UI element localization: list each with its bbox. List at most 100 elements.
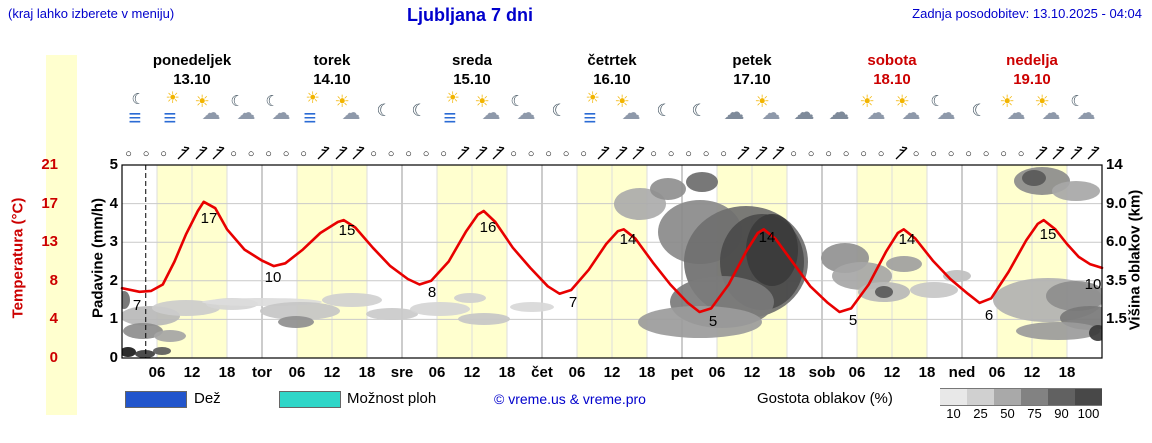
calm-wind-icon: ○: [370, 148, 377, 160]
day-date: 14.10: [313, 71, 351, 88]
wind-barb-icon: [1085, 145, 1102, 167]
weather-icon-sun-cloud: ☀ ☁: [613, 93, 647, 132]
cloud-icon: ☁: [1076, 103, 1096, 124]
moon-icon: ☾: [551, 101, 567, 120]
last-update: Zadnja posodobitev: 13.10.2025 - 04:04: [912, 6, 1142, 21]
calm-wind-icon: ○: [125, 148, 132, 160]
wind-barb-icon: [455, 145, 472, 167]
cloud-density-label: Gostota oblakov (%): [757, 390, 893, 407]
day-date: 15.10: [453, 71, 491, 88]
day-date: 13.10: [173, 71, 211, 88]
cloud-height-tick: 6.0: [1106, 233, 1127, 251]
moon-icon: ☾: [1070, 93, 1084, 110]
weather-icon-fog-moon: ☾ ≡: [123, 92, 157, 132]
weather-icon-cloud: ☁: [788, 96, 822, 132]
credit-link[interactable]: © vreme.us & vreme.pro: [494, 391, 646, 407]
weather-icon-moon: ☾: [963, 96, 997, 132]
sun-icon: ☀: [894, 92, 910, 111]
x-axis-label: 18: [918, 364, 936, 381]
temp-tick: 8: [49, 271, 58, 289]
calm-wind-icon: ○: [405, 148, 412, 160]
moon-icon: ☾: [930, 93, 944, 110]
calm-wind-icon: ○: [387, 148, 395, 160]
showers-legend-label: Možnost ploh: [347, 390, 437, 407]
density-swatch: [994, 388, 1021, 406]
cloud-height-tick: 1.5: [1106, 310, 1127, 328]
density-value: 90: [1054, 406, 1069, 421]
calm-wind-icon: ○: [527, 148, 535, 160]
x-axis-label: sre: [390, 364, 414, 381]
cloud-icon: ☁: [341, 103, 361, 124]
weather-icon-sun-cloud: ☀ ☁: [333, 92, 367, 132]
day-name: torek: [313, 52, 351, 69]
day-date: 16.10: [593, 71, 631, 88]
wind-barb-icon: [315, 145, 332, 167]
cloud-icon: ☁: [236, 103, 256, 124]
weather-icon-moon-cloud: ☾ ☁: [228, 93, 262, 132]
sun-icon: ☀: [165, 90, 180, 107]
wind-barb-icon: [735, 145, 752, 167]
wind-barb-icon: [175, 145, 192, 167]
weather-icon-moon-cloud: ☾ ☁: [508, 94, 542, 132]
wind-barb-icon: [193, 145, 210, 167]
weather-icon-fog-sun: ☀ ≡: [438, 91, 472, 132]
x-axis-label: 12: [323, 364, 341, 381]
weather-icon-moon: ☾: [648, 96, 682, 132]
sun-icon: ☀: [334, 92, 350, 111]
precip-tick: 2: [109, 271, 118, 289]
weather-icon-moon: ☾: [403, 96, 437, 132]
day-name: ponedeljek: [152, 52, 232, 69]
x-axis-label: 12: [1023, 364, 1041, 381]
density-value: 50: [1000, 406, 1015, 421]
temp-value-label: 6: [985, 307, 993, 324]
temperature-curve: [120, 200, 1104, 314]
cloud-icon: ☁: [866, 103, 886, 124]
calm-wind-icon: ○: [580, 148, 587, 160]
calm-wind-icon: ○: [790, 148, 797, 160]
calm-wind-icon: ○: [247, 148, 255, 160]
moon-icon: ☾: [691, 101, 707, 120]
cloud-height-tick: 3.5: [1106, 271, 1127, 289]
weather-icon-fog-sun: ☀ ≡: [158, 91, 192, 132]
temp-value-label: 14: [899, 231, 916, 248]
sun-icon: ☀: [585, 90, 600, 107]
calm-wind-icon: ○: [510, 148, 517, 160]
calm-wind-icon: ○: [982, 148, 990, 160]
weather-icon-sun-cloud: ☀ ☁: [998, 93, 1032, 132]
temp-value-label: 10: [1085, 276, 1102, 293]
cloud-icon: ☁: [516, 103, 536, 124]
calm-wind-icon: ○: [947, 148, 955, 160]
weather-icon-sun-cloud: ☀ ☁: [1033, 93, 1067, 132]
wind-barb-icon: [1068, 145, 1085, 167]
calm-wind-icon: ○: [685, 148, 692, 160]
fog-icon: ≡: [128, 105, 142, 130]
precip-tick: 4: [109, 194, 118, 212]
sun-icon: ☀: [754, 92, 770, 111]
density-swatch: [940, 388, 967, 406]
temp-tick: 0: [49, 349, 58, 366]
density-value: 75: [1027, 406, 1042, 421]
day-name: nedelja: [1006, 52, 1058, 69]
density-swatch: [967, 388, 994, 406]
weather-icon-sun-cloud: ☀ ☁: [193, 93, 227, 132]
cloud-height-tick: 14: [1106, 156, 1123, 173]
density-swatch: [1021, 388, 1048, 406]
wind-barb-icon: [490, 145, 507, 167]
wind-barb-icon: [1050, 145, 1067, 167]
weather-icon-sun-cloud: ☀ ☁: [893, 92, 927, 132]
x-axis-label: sob: [808, 364, 836, 381]
moon-icon: ☾: [411, 101, 427, 120]
x-axis-label: čet: [531, 364, 553, 381]
calm-wind-icon: ○: [860, 148, 867, 160]
cloud-icon: ☁: [723, 101, 745, 124]
calm-wind-icon: ○: [702, 148, 710, 160]
moon-icon: ☾: [265, 93, 279, 110]
temp-value-label: 16: [480, 219, 497, 236]
weather-icon-moon-cloud: ☾ ☁: [1068, 93, 1102, 132]
wind-barb-icon: [333, 145, 350, 167]
x-axis-label: 18: [358, 364, 376, 381]
x-axis-label: 12: [463, 364, 481, 381]
moon-icon: ☾: [230, 93, 244, 110]
calm-wind-icon: ○: [1017, 148, 1025, 160]
